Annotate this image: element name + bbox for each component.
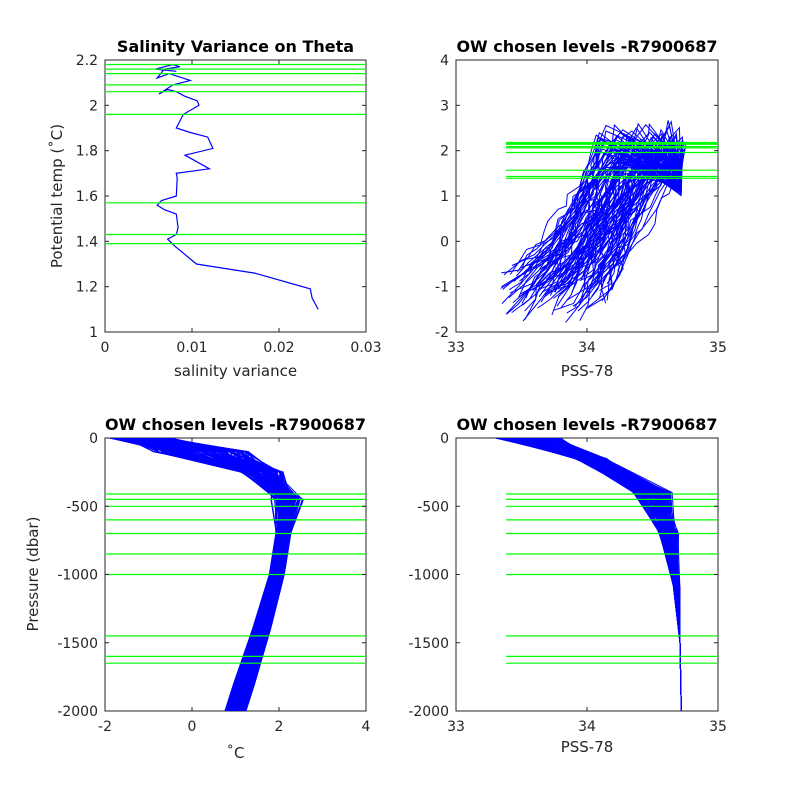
panel-salinity-variance: Salinity Variance on Theta salinity vari… bbox=[48, 37, 382, 380]
x-tick-label: 33 bbox=[447, 340, 465, 356]
axis-ticks: 33 34 35 -2000 -1500 -1000 -500 0 bbox=[408, 431, 727, 735]
x-tick-label: 34 bbox=[578, 340, 596, 356]
profile-line bbox=[509, 150, 682, 275]
y-tick-label: 2 bbox=[89, 98, 98, 114]
profile-line bbox=[599, 152, 682, 291]
panel-salinity-pressure: OW chosen levels -R7900687 PSS-78 33 34 35… bbox=[408, 415, 727, 756]
chart-title: Salinity Variance on Theta bbox=[117, 37, 354, 56]
chart-title: OW chosen levels -R7900687 bbox=[456, 37, 717, 56]
panel-theta-salinity: OW chosen levels -R7900687 PSS-78 33 34 35… bbox=[435, 37, 727, 380]
x-tick-label: 4 bbox=[362, 719, 371, 735]
panel-temperature-pressure: OW chosen levels -R7900687 ˚C Pressure (… bbox=[24, 415, 371, 762]
profile-line bbox=[513, 139, 682, 282]
y-tick-label: 2.2 bbox=[76, 53, 98, 69]
x-tick-label: 34 bbox=[578, 719, 596, 735]
plot-marks bbox=[105, 438, 366, 711]
plot-area bbox=[104, 59, 367, 333]
x-tick-label: 2 bbox=[275, 719, 284, 735]
x-axis-label: ˚C bbox=[227, 744, 245, 762]
y-tick-label: -2000 bbox=[408, 704, 449, 720]
y-tick-label: 1.6 bbox=[76, 189, 98, 205]
x-tick-label: 0.01 bbox=[176, 340, 207, 356]
profile-line bbox=[543, 137, 682, 298]
x-tick-label: 33 bbox=[447, 719, 465, 735]
x-axis-label: salinity variance bbox=[174, 362, 297, 380]
axis-ticks: 0 0.01 0.02 0.03 1 1.2 1.4 1.6 1.8 2 2.2 bbox=[76, 53, 382, 356]
y-tick-label: -1000 bbox=[57, 568, 98, 584]
y-tick-label: 1.4 bbox=[76, 234, 98, 250]
y-tick-label: 1 bbox=[89, 325, 98, 341]
x-axis-label: PSS-78 bbox=[561, 362, 614, 380]
x-tick-label: 35 bbox=[709, 340, 727, 356]
y-tick-label: -500 bbox=[66, 499, 98, 515]
profile-line bbox=[597, 128, 682, 267]
profile-line bbox=[554, 166, 682, 273]
y-tick-label: -1 bbox=[435, 280, 449, 296]
chart-title: OW chosen levels -R7900687 bbox=[105, 415, 366, 434]
profile-line bbox=[526, 141, 682, 273]
profile-line bbox=[566, 132, 682, 314]
y-tick-label: 0 bbox=[89, 431, 98, 447]
y-tick-label: 1.8 bbox=[76, 144, 98, 160]
profile-line bbox=[574, 142, 682, 308]
y-tick-label: 0 bbox=[440, 234, 449, 250]
profile-line bbox=[554, 137, 682, 293]
y-tick-label: 3 bbox=[440, 98, 449, 114]
plot-marks bbox=[495, 438, 718, 711]
y-tick-label: -500 bbox=[417, 499, 449, 515]
y-tick-label: 1 bbox=[440, 189, 449, 205]
y-tick-label: -1500 bbox=[408, 636, 449, 652]
profile-line bbox=[577, 152, 682, 312]
profile-line bbox=[537, 138, 682, 293]
y-tick-label: -2 bbox=[435, 325, 449, 341]
x-tick-label: 35 bbox=[709, 719, 727, 735]
x-tick-label: 0 bbox=[101, 340, 110, 356]
y-tick-label: 0 bbox=[440, 431, 449, 447]
profile-line bbox=[556, 150, 682, 307]
y-tick-label: 1.2 bbox=[76, 280, 98, 296]
x-tick-label: -2 bbox=[98, 719, 112, 735]
y-axis-label: Pressure (dbar) bbox=[24, 517, 42, 632]
clipped-marks bbox=[495, 438, 682, 711]
x-tick-label: 0.02 bbox=[263, 340, 294, 356]
profile-line bbox=[520, 149, 682, 269]
plot-marks bbox=[500, 120, 718, 323]
x-axis-label: PSS-78 bbox=[561, 738, 614, 756]
y-tick-label: 4 bbox=[440, 53, 449, 69]
series-line-0 bbox=[155, 63, 319, 310]
axis-ticks: -2 0 2 4 -2000 -1500 -1000 -500 0 bbox=[57, 431, 370, 735]
y-axis-label: Potential temp (˚C) bbox=[48, 124, 66, 268]
y-tick-label: -1000 bbox=[408, 568, 449, 584]
y-tick-label: 2 bbox=[440, 144, 449, 160]
chart-title: OW chosen levels -R7900687 bbox=[456, 415, 717, 434]
clipped-marks bbox=[155, 63, 319, 310]
x-tick-label: 0.03 bbox=[350, 340, 381, 356]
profile-line bbox=[501, 162, 682, 274]
x-tick-label: 0 bbox=[188, 719, 197, 735]
plot-marks bbox=[105, 63, 366, 310]
y-tick-label: -2000 bbox=[57, 704, 98, 720]
y-tick-label: -1500 bbox=[57, 636, 98, 652]
